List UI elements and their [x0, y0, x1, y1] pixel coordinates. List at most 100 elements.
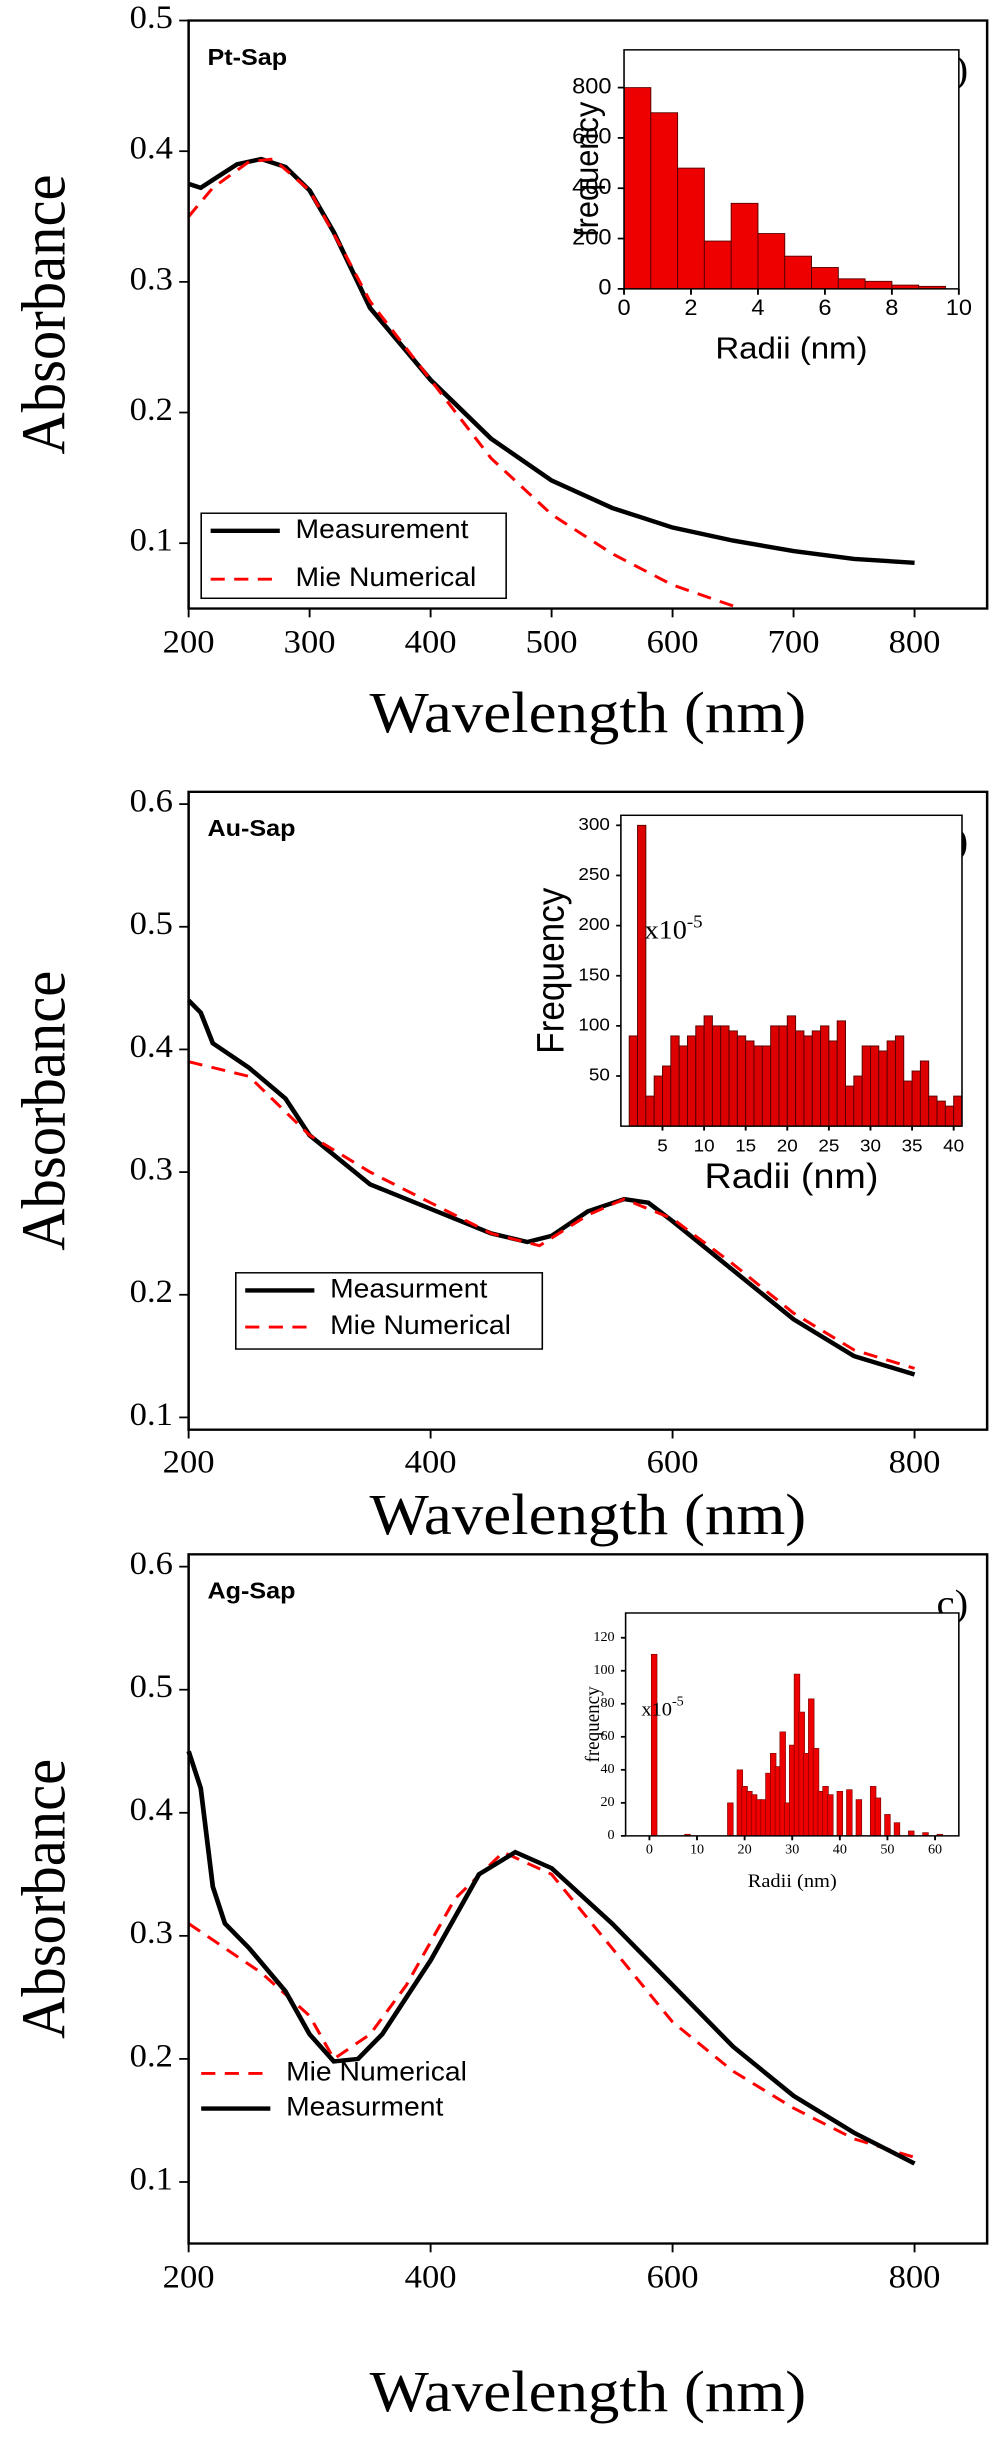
y-axis-label: frequency: [568, 102, 605, 237]
y-tick-label: 0.3: [130, 261, 173, 297]
y-tick-label: 60: [600, 1728, 614, 1742]
y-tick-label: 50: [589, 1064, 610, 1084]
histogram-bar: [894, 1035, 905, 1127]
y-tick-label: 120: [593, 1629, 614, 1643]
y-tick-label: 200: [572, 224, 611, 249]
y-tick-label: 0.6: [130, 1546, 173, 1582]
x-tick-label: 50: [880, 1842, 894, 1856]
histogram-bar: [811, 267, 839, 290]
y-tick-label: 0.4: [130, 131, 174, 167]
histogram-bar: [919, 1060, 930, 1127]
x-tick-label: 40: [943, 1135, 964, 1155]
y-tick-label: 250: [578, 864, 609, 884]
legend-label: Measurment: [330, 1273, 488, 1303]
y-tick-label: 100: [593, 1662, 614, 1676]
y-tick-label: 20: [600, 1794, 614, 1808]
histogram-bar: [736, 1035, 747, 1127]
x-tick-label: 10: [946, 295, 972, 320]
panel-title: Pt-Sap: [207, 45, 287, 71]
histogram-bar: [845, 1085, 855, 1127]
histogram-bar: [903, 1080, 913, 1127]
y-tick-label: 40: [600, 1761, 614, 1775]
y-axis-label: Absorbance: [10, 971, 79, 1251]
histogram-bar: [837, 278, 866, 290]
bar: [884, 1814, 891, 1837]
histogram-bar: [703, 1015, 713, 1127]
x-tick-label: 600: [647, 1444, 699, 1480]
x-axis-label: Radii (nm): [715, 331, 867, 366]
histogram-bar: [878, 1050, 888, 1127]
histogram-bar: [653, 1075, 663, 1127]
legend-frame: [234, 1272, 544, 1350]
axes-frame: [187, 19, 989, 610]
x-tick-label: 0: [617, 295, 630, 320]
y-tick-label: 0: [598, 274, 611, 299]
scale-exponent: -5: [672, 1694, 684, 1708]
panel: 200 400 600 8000.10.20.30.40.50.6Wavelength…: [10, 1546, 989, 2425]
bar: [893, 1822, 901, 1837]
inset: 0 10 20 30 40 50 60 0 20 40 60 80 100 120 Radii (nm) fr…: [581, 1612, 960, 1892]
inset: 0 2 4 6 8 10 0 200 400 600 800 Radii (nm) frequency: [568, 49, 972, 366]
histogram-bar: [770, 1025, 780, 1127]
x-tick-label: 60: [928, 1842, 942, 1856]
histogram-bar: [828, 1040, 838, 1127]
bar: [855, 1799, 863, 1837]
x-tick-label: 40: [833, 1842, 847, 1856]
y-tick-label: 0.3: [130, 1152, 173, 1188]
histogram-bar: [786, 1015, 797, 1127]
legend-label: Mie Numerical: [296, 562, 477, 592]
x-tick-label: 800: [889, 625, 941, 661]
histogram-bar: [870, 1045, 880, 1127]
x-tick-label: 200: [163, 625, 215, 661]
x-tick-label: 15: [735, 1135, 756, 1155]
bar: [836, 1790, 844, 1837]
x-tick-label: 400: [405, 625, 457, 661]
x-tick-label: 30: [860, 1135, 881, 1155]
y-tick-label: 300: [578, 814, 609, 834]
inset: 5 10 15 20 25 30 35 40 50 100 150 200 250 300 Radii (n…: [529, 814, 964, 1196]
histogram-bar: [836, 1020, 846, 1127]
x-tick-label: 400: [405, 2260, 457, 2296]
y-tick-label: 200: [578, 914, 609, 934]
histogram-bar: [761, 1045, 772, 1127]
y-tick-label: 150: [578, 964, 609, 984]
y-tick-label: 0.2: [130, 392, 173, 428]
legend-label: Measurment: [286, 2091, 444, 2121]
y-axis-label: frequency: [581, 1686, 604, 1762]
histogram-bar: [730, 202, 759, 290]
histogram-bar: [820, 1025, 830, 1127]
histogram-bar: [784, 255, 813, 290]
histogram-bar: [757, 233, 786, 290]
x-axis-label: Wavelength (nm): [370, 681, 807, 746]
y-tick-label: 0.5: [130, 0, 173, 36]
histogram-bar: [623, 87, 652, 290]
y-tick-label: 100: [578, 1014, 609, 1034]
axes-frame: [620, 814, 963, 1127]
histogram-bar: [753, 1045, 763, 1127]
y-tick-label: 400: [572, 174, 611, 199]
y-tick-label: 0.3: [130, 1915, 173, 1951]
histogram-bar: [662, 1065, 672, 1127]
y-axis-label: Frequency: [529, 887, 571, 1054]
panel-title: Ag-Sap: [207, 1578, 295, 1604]
x-tick-label: 500: [526, 625, 578, 661]
histogram-bar: [745, 1040, 755, 1127]
histogram-bar: [677, 167, 705, 290]
y-tick-label: 0.1: [130, 1397, 173, 1433]
y-axis-label: Absorbance: [10, 1759, 79, 2039]
histogram-bar: [695, 1025, 705, 1127]
histogram-bar: [650, 112, 679, 290]
legend-label: Measurement: [296, 514, 469, 544]
x-tick-label: 10: [694, 1135, 715, 1155]
histogram-bar: [637, 824, 647, 1127]
x-axis-label: Wavelength (nm): [370, 2360, 807, 2425]
x-tick-label: 200: [163, 1444, 215, 1480]
histogram-bar: [861, 1045, 871, 1127]
y-tick-label: 0.1: [130, 2161, 173, 2197]
legend-frame: [200, 512, 507, 600]
histogram-bar: [911, 1070, 921, 1127]
y-tick-label: 0.4: [130, 1792, 174, 1828]
bar: [727, 1802, 734, 1837]
histogram-bar: [936, 1100, 946, 1127]
